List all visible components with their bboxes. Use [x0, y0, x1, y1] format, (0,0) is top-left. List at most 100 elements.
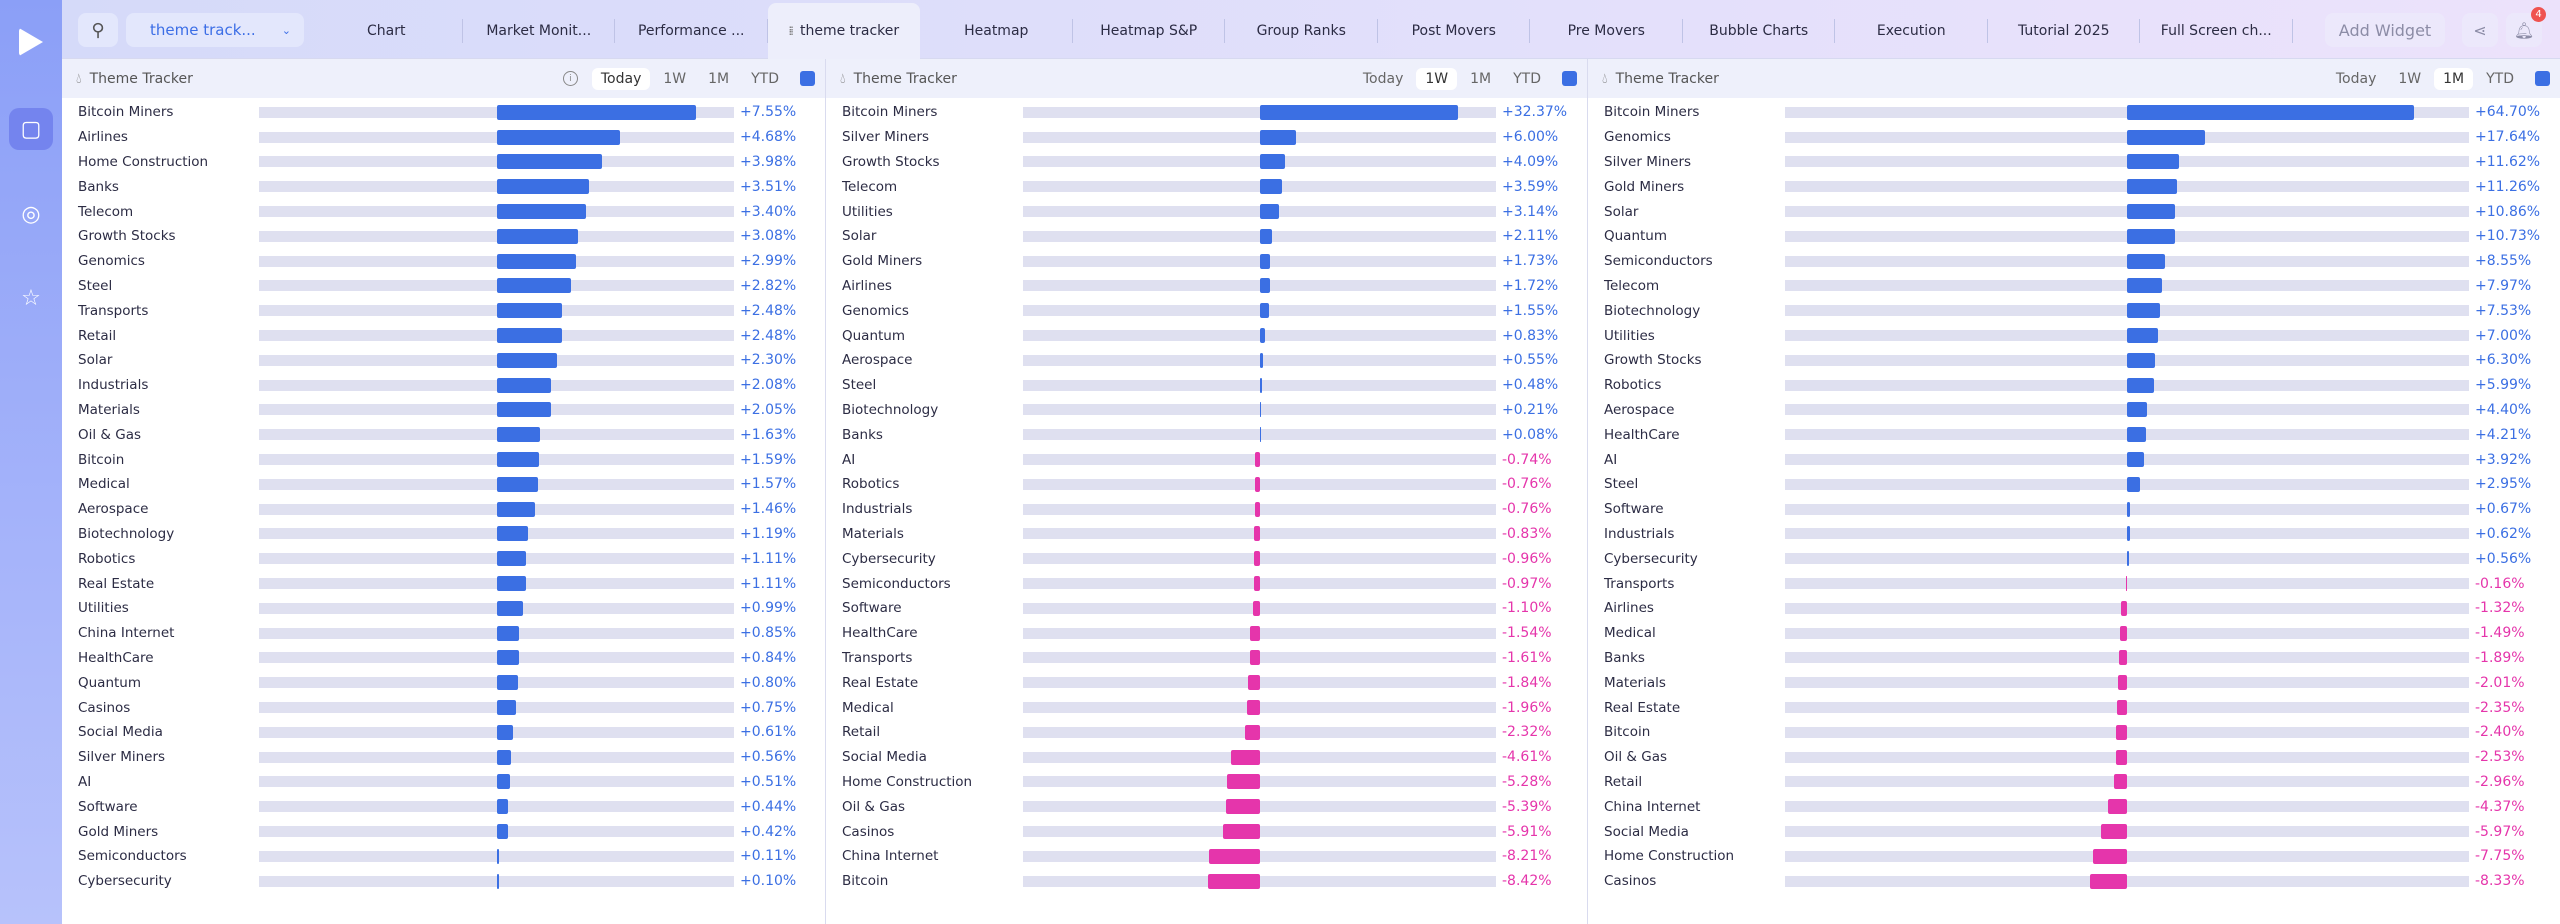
theme-row[interactable]: Social Media -5.97% [1588, 819, 2560, 844]
theme-row[interactable]: Banks -1.89% [1588, 646, 2560, 671]
theme-row[interactable]: Casinos -8.33% [1588, 869, 2560, 894]
theme-row[interactable]: Real Estate -2.35% [1588, 695, 2560, 720]
timeframe-today[interactable]: Today [591, 67, 651, 90]
theme-row[interactable]: HealthCare -1.54% [826, 621, 1587, 646]
theme-row[interactable]: Robotics +1.11% [62, 546, 825, 571]
theme-row[interactable]: Solar +10.86% [1588, 199, 2560, 224]
theme-row[interactable]: Steel +2.95% [1588, 472, 2560, 497]
tab-heatmap[interactable]: Heatmap [920, 3, 1073, 59]
theme-row[interactable]: Steel +0.48% [826, 373, 1587, 398]
timeframe-1m[interactable]: 1M [1470, 70, 1492, 87]
theme-row[interactable]: AI +3.92% [1588, 447, 2560, 472]
theme-row[interactable]: Casinos +0.75% [62, 695, 825, 720]
theme-row[interactable]: China Internet +0.85% [62, 621, 825, 646]
theme-row[interactable]: Software +0.44% [62, 794, 825, 819]
theme-row[interactable]: Bitcoin -2.40% [1588, 720, 2560, 745]
theme-row[interactable]: Oil & Gas -5.39% [826, 794, 1587, 819]
tab-market-monit[interactable]: Market Monit... [463, 3, 616, 59]
theme-row[interactable]: Materials -2.01% [1588, 670, 2560, 695]
theme-row[interactable]: Airlines -1.32% [1588, 596, 2560, 621]
theme-row[interactable]: Airlines +1.72% [826, 274, 1587, 299]
timeframe-1w[interactable]: 1W [2398, 70, 2422, 87]
theme-row[interactable]: Genomics +1.55% [826, 298, 1587, 323]
theme-row[interactable]: Materials -0.83% [826, 522, 1587, 547]
timeframe-today[interactable]: Today [1362, 70, 1404, 87]
theme-row[interactable]: Software -1.10% [826, 596, 1587, 621]
tab-tutorial-2025[interactable]: Tutorial 2025 [1988, 3, 2141, 59]
search-button[interactable]: ⚲ [78, 13, 118, 47]
notifications-button[interactable]: 🔔︎ 4 [2506, 7, 2546, 47]
star-icon[interactable]: ☆ [21, 285, 41, 311]
timeframe-1w[interactable]: 1W [663, 70, 687, 87]
theme-row[interactable]: AI -0.74% [826, 447, 1587, 472]
theme-row[interactable]: Quantum +0.80% [62, 670, 825, 695]
tab-post-movers[interactable]: Post Movers [1378, 3, 1531, 59]
theme-row[interactable]: Banks +3.51% [62, 174, 825, 199]
theme-row[interactable]: Cybersecurity +0.56% [1588, 546, 2560, 571]
share-button[interactable]: ⋖ [2462, 13, 2498, 47]
theme-row[interactable]: Telecom +3.40% [62, 199, 825, 224]
theme-row[interactable]: Utilities +0.99% [62, 596, 825, 621]
theme-row[interactable]: Robotics +5.99% [1588, 373, 2560, 398]
theme-row[interactable]: Oil & Gas +1.63% [62, 422, 825, 447]
theme-row[interactable]: Genomics +17.64% [1588, 125, 2560, 150]
add-widget-button[interactable]: Add Widget [2325, 13, 2445, 47]
timeframe-1m[interactable]: 1M [708, 70, 730, 87]
theme-row[interactable]: Home Construction -7.75% [1588, 844, 2560, 869]
tab-heatmap-s-p[interactable]: Heatmap S&P [1073, 3, 1226, 59]
theme-row[interactable]: Aerospace +0.55% [826, 348, 1587, 373]
theme-row[interactable]: Aerospace +4.40% [1588, 398, 2560, 423]
theme-row[interactable]: Aerospace +1.46% [62, 497, 825, 522]
workspace-select[interactable]: theme track... ⌄ [126, 13, 304, 47]
timeframe-ytd[interactable]: YTD [1513, 70, 1541, 87]
theme-row[interactable]: Materials +2.05% [62, 398, 825, 423]
theme-row[interactable]: Silver Miners +0.56% [62, 745, 825, 770]
theme-row[interactable]: Steel +2.82% [62, 274, 825, 299]
theme-row[interactable]: Gold Miners +1.73% [826, 249, 1587, 274]
theme-row[interactable]: Software +0.67% [1588, 497, 2560, 522]
theme-row[interactable]: Medical -1.49% [1588, 621, 2560, 646]
timeframe-ytd[interactable]: YTD [2486, 70, 2514, 87]
theme-row[interactable]: Quantum +0.83% [826, 323, 1587, 348]
tab-bubble-charts[interactable]: Bubble Charts [1683, 3, 1836, 59]
theme-row[interactable]: AI +0.51% [62, 770, 825, 795]
theme-row[interactable]: Transports -0.16% [1588, 571, 2560, 596]
tab-theme-tracker[interactable]: ⁞⁞ theme tracker [767, 3, 920, 59]
timeframe-ytd[interactable]: YTD [751, 70, 779, 87]
theme-row[interactable]: Real Estate -1.84% [826, 670, 1587, 695]
theme-row[interactable]: Growth Stocks +4.09% [826, 150, 1587, 175]
theme-row[interactable]: Silver Miners +6.00% [826, 125, 1587, 150]
theme-row[interactable]: Transports +2.48% [62, 298, 825, 323]
theme-row[interactable]: Utilities +3.14% [826, 199, 1587, 224]
theme-row[interactable]: Real Estate +1.11% [62, 571, 825, 596]
theme-row[interactable]: Gold Miners +11.26% [1588, 174, 2560, 199]
theme-row[interactable]: Home Construction -5.28% [826, 770, 1587, 795]
theme-row[interactable]: Retail +2.48% [62, 323, 825, 348]
theme-row[interactable]: Social Media -4.61% [826, 745, 1587, 770]
theme-row[interactable]: Home Construction +3.98% [62, 150, 825, 175]
theme-row[interactable]: Silver Miners +11.62% [1588, 150, 2560, 175]
theme-row[interactable]: Medical +1.57% [62, 472, 825, 497]
theme-row[interactable]: Genomics +2.99% [62, 249, 825, 274]
theme-row[interactable]: Bitcoin Miners +32.37% [826, 100, 1587, 125]
theme-row[interactable]: Quantum +10.73% [1588, 224, 2560, 249]
theme-row[interactable]: Growth Stocks +3.08% [62, 224, 825, 249]
theme-row[interactable]: HealthCare +0.84% [62, 646, 825, 671]
theme-row[interactable]: China Internet -8.21% [826, 844, 1587, 869]
drag-handle-icon[interactable]: ⁞⁞ [788, 24, 793, 38]
theme-row[interactable]: Bitcoin +1.59% [62, 447, 825, 472]
theme-row[interactable]: Utilities +7.00% [1588, 323, 2560, 348]
info-icon[interactable]: i [562, 71, 578, 86]
theme-row[interactable]: Growth Stocks +6.30% [1588, 348, 2560, 373]
timeframe-1m[interactable]: 1M [2434, 67, 2474, 90]
dashboard-icon[interactable]: ▢ [9, 108, 53, 150]
tab-chart[interactable]: Chart [310, 3, 463, 59]
theme-row[interactable]: Biotechnology +0.21% [826, 398, 1587, 423]
theme-row[interactable]: Medical -1.96% [826, 695, 1587, 720]
theme-row[interactable]: China Internet -4.37% [1588, 794, 2560, 819]
tab-execution[interactable]: Execution [1835, 3, 1988, 59]
color-swatch[interactable] [800, 71, 815, 86]
theme-row[interactable]: Semiconductors +8.55% [1588, 249, 2560, 274]
theme-row[interactable]: Bitcoin Miners +64.70% [1588, 100, 2560, 125]
theme-row[interactable]: Bitcoin Miners +7.55% [62, 100, 825, 125]
